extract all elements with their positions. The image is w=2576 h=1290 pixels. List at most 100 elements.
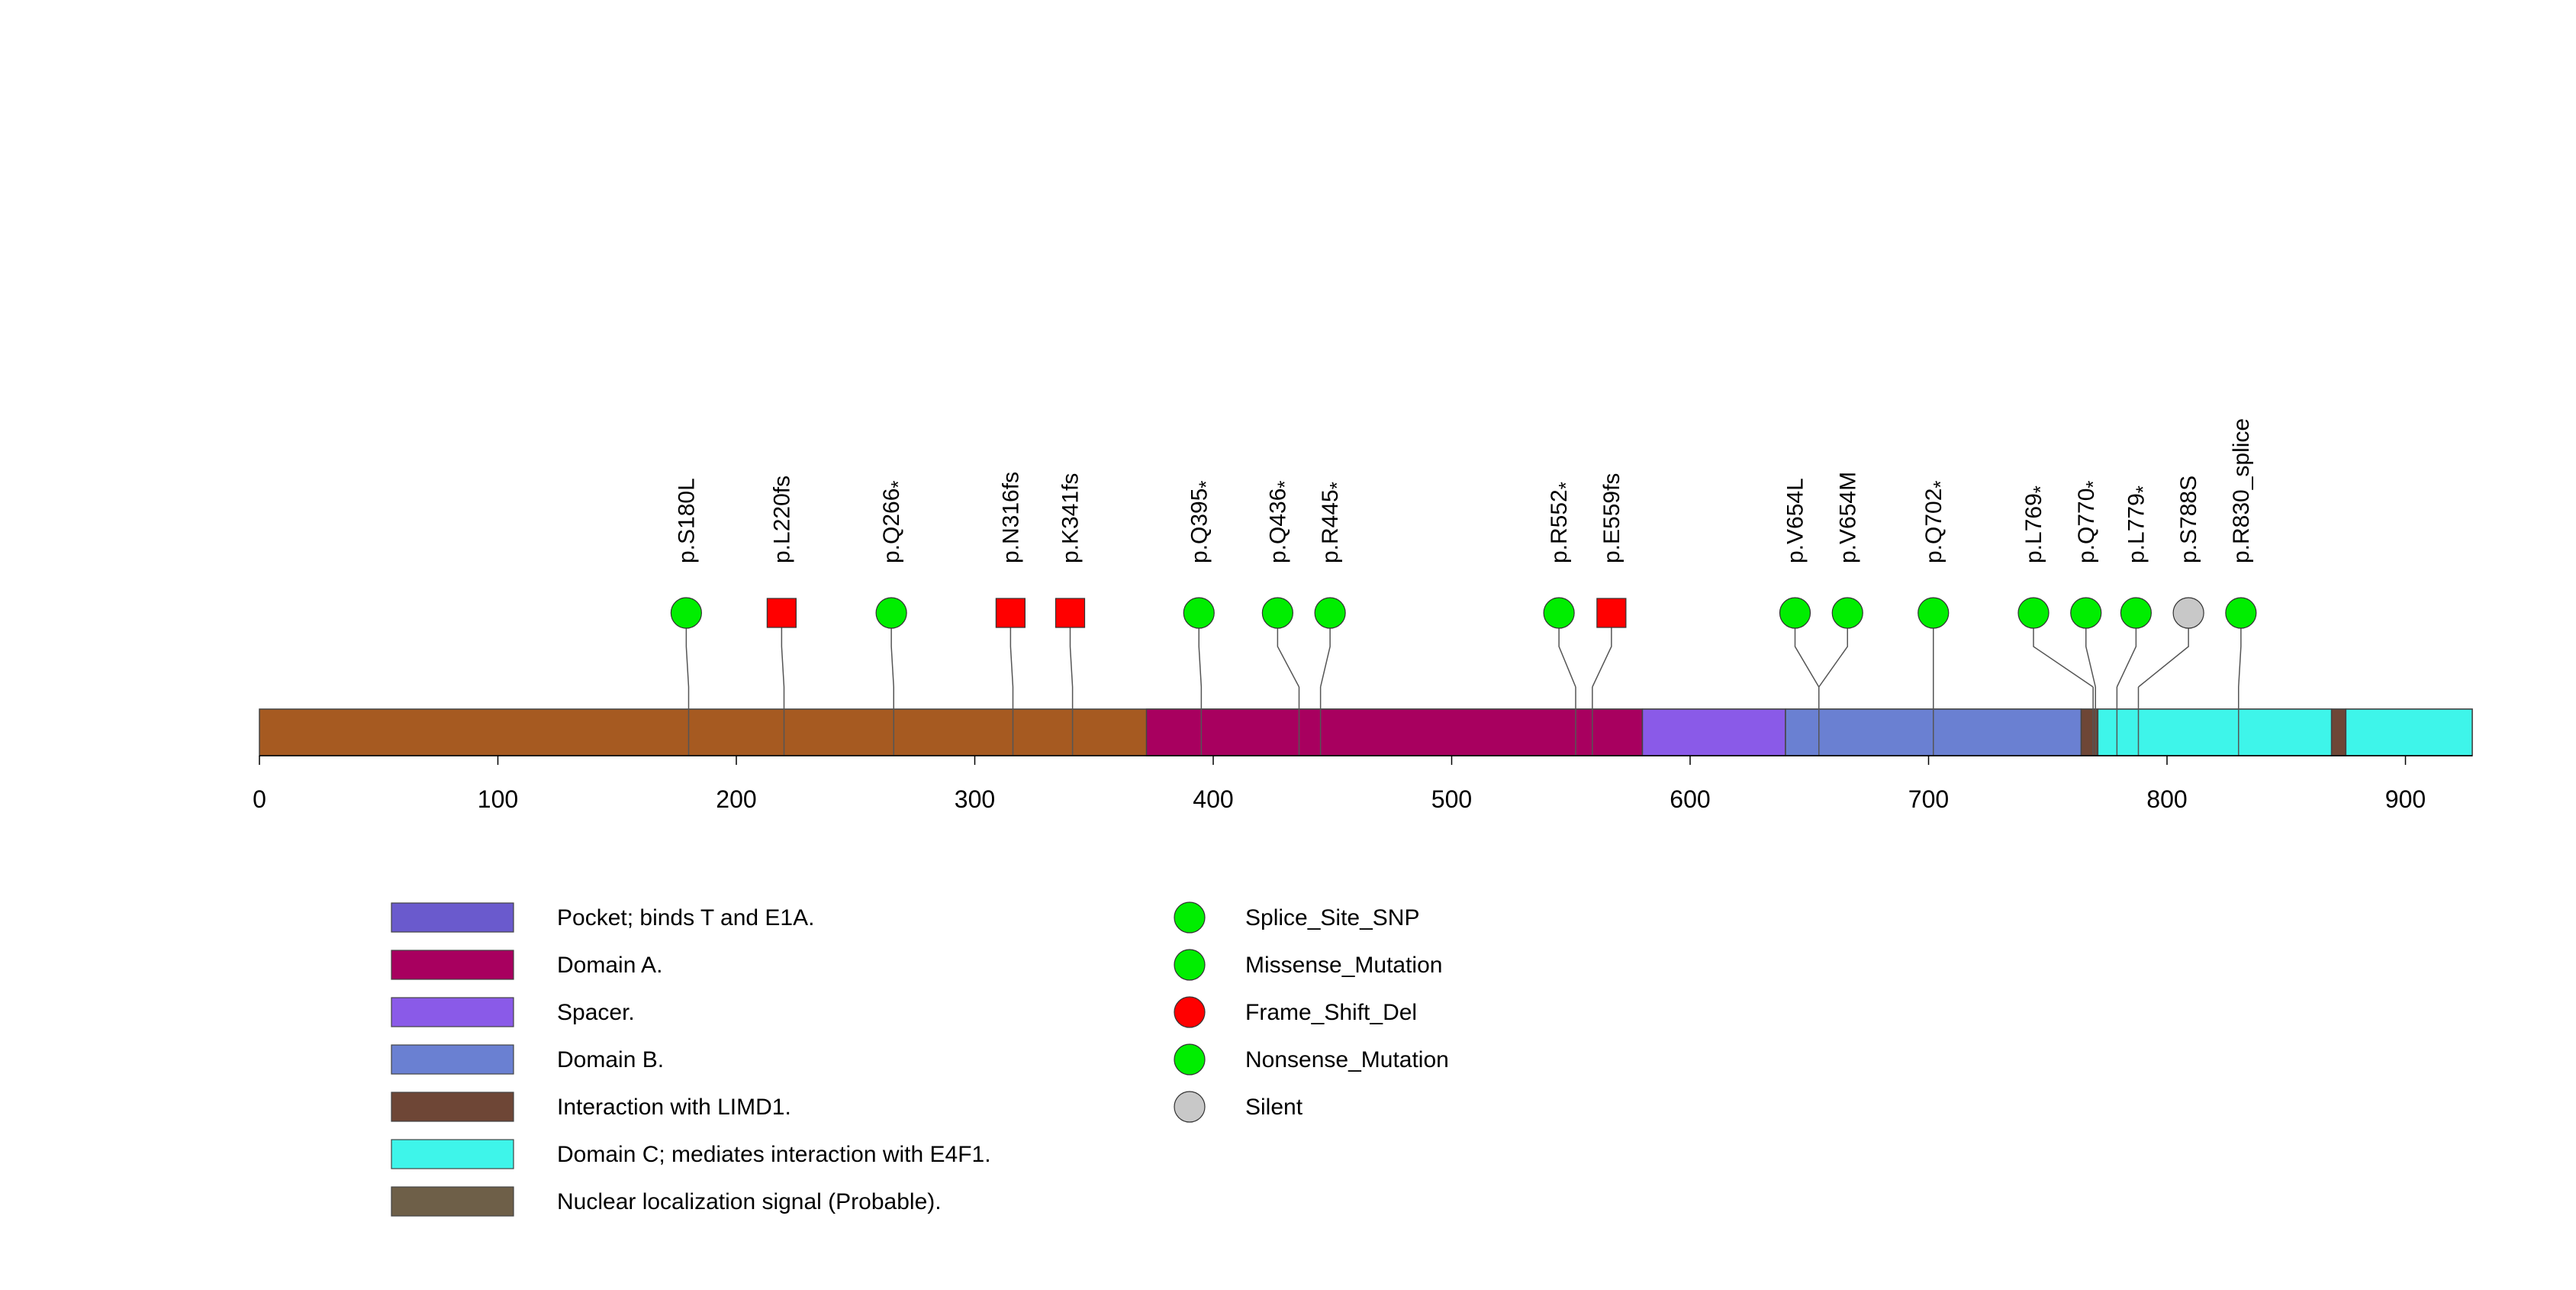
legend-swatch-pocket-binds-t-and-e1a bbox=[391, 902, 514, 933]
legend-swatch-domain-b bbox=[391, 1044, 514, 1075]
tick-label-100: 100 bbox=[478, 785, 518, 813]
label-p-r552: p.R552* bbox=[1547, 482, 1577, 563]
label-text-p-s788s: p.S788S bbox=[2176, 476, 2201, 563]
tick-label-300: 300 bbox=[955, 785, 995, 813]
marker-p-l769 bbox=[2017, 597, 2050, 629]
domain-domain-c-mediates-interaction-with-e4f1-4 bbox=[2097, 708, 2333, 756]
legend-swatch-spacer bbox=[391, 997, 514, 1027]
label-p-k341fs: p.K341fs bbox=[1058, 473, 1084, 563]
legend-label-missense-mutation: Missense_Mutation bbox=[1245, 953, 1442, 978]
marker-p-n316fs bbox=[995, 598, 1026, 628]
marker-p-l220fs bbox=[766, 598, 797, 628]
label-text-p-l779: p.L779 bbox=[2124, 493, 2149, 563]
legend-marker-splice-site-snp bbox=[1174, 901, 1206, 934]
label-p-s180l: p.S180L bbox=[674, 478, 699, 563]
label-suffix-p-r445: * bbox=[1325, 482, 1348, 489]
mutation-labels-group: p.S180L p.L220fs p.Q266* p.N316fs p.K341fs p.… bbox=[674, 418, 2254, 563]
tick-label-600: 600 bbox=[1670, 785, 1710, 813]
legend-label-domain-b: Domain B. bbox=[557, 1047, 664, 1072]
legend-marker-nonsense-mutation bbox=[1174, 1043, 1206, 1076]
label-suffix-p-q436: * bbox=[1273, 480, 1296, 488]
label-p-s788s: p.S788S bbox=[2176, 476, 2201, 563]
domain-domain-c-mediates-interaction-with-e4f1-6 bbox=[2345, 708, 2473, 756]
marker-p-k341fs bbox=[1055, 598, 1086, 628]
label-text-p-e559fs: p.E559fs bbox=[1599, 473, 1624, 563]
marker-p-q436 bbox=[1261, 597, 1293, 629]
marker-p-q395 bbox=[1183, 597, 1215, 629]
label-p-q702: p.Q702* bbox=[1921, 480, 1952, 563]
label-p-q395: p.Q395* bbox=[1187, 480, 1217, 563]
label-text-p-v654l: p.V654L bbox=[1783, 478, 1808, 563]
marker-p-q266 bbox=[875, 597, 907, 629]
protein-backbone-group bbox=[259, 708, 2473, 756]
label-text-p-q436: p.Q436 bbox=[1265, 489, 1290, 563]
domain-legend: Pocket; binds T and E1A. Domain A. Spacer.… bbox=[391, 902, 991, 1217]
domain-domain-a-0 bbox=[1145, 708, 1644, 756]
marker-p-s180l bbox=[670, 597, 702, 629]
tick-label-700: 700 bbox=[1908, 785, 1949, 813]
legend-swatch-domain-c-mediates-interaction-with-e4f1 bbox=[391, 1139, 514, 1169]
legend-label-nuclear-localization-signal-probable: Nuclear localization signal (Probable). bbox=[557, 1189, 942, 1214]
label-text-p-s180l: p.S180L bbox=[674, 478, 699, 563]
mutation-type-legend: Splice_Site_SNP Missense_Mutation Frame_Sh… bbox=[1174, 901, 1449, 1123]
label-text-p-n316fs: p.N316fs bbox=[998, 472, 1023, 563]
domain-spacer-1 bbox=[1641, 708, 1786, 756]
marker-p-v654m bbox=[1831, 597, 1863, 629]
marker-p-s788s bbox=[2172, 597, 2204, 629]
legend-label-interaction-with-limd1: Interaction with LIMD1. bbox=[557, 1095, 791, 1120]
label-suffix-p-l769: * bbox=[2029, 485, 2052, 493]
label-text-p-q395: p.Q395 bbox=[1187, 489, 1212, 563]
label-p-e559fs: p.E559fs bbox=[1599, 473, 1624, 563]
legend-label-domain-a: Domain A. bbox=[557, 953, 662, 978]
legend-label-splice-site-snp: Splice_Site_SNP bbox=[1245, 905, 1419, 930]
tick-label-500: 500 bbox=[1431, 785, 1472, 813]
domain-nuclear-localization-signal-probable-5 bbox=[2330, 708, 2347, 756]
legend-swatch-nuclear-localization-signal-probable bbox=[391, 1186, 514, 1217]
marker-p-q770 bbox=[2070, 597, 2102, 629]
label-p-l769: p.L769* bbox=[2021, 485, 2052, 563]
legend-swatch-interaction-with-limd1 bbox=[391, 1092, 514, 1122]
tick-label-800: 800 bbox=[2146, 785, 2187, 813]
legend-label-domain-c-mediates-interaction-with-e4f1: Domain C; mediates interaction with E4F1… bbox=[557, 1142, 991, 1167]
label-text-p-r445: p.R445 bbox=[1318, 489, 1343, 563]
legend-label-frame-shift-del: Frame_Shift_Del bbox=[1245, 1000, 1417, 1025]
label-p-v654m: p.V654M bbox=[1835, 472, 1860, 563]
label-p-r445: p.R445* bbox=[1318, 482, 1348, 563]
label-text-p-k341fs: p.K341fs bbox=[1058, 473, 1084, 563]
label-text-p-q266: p.Q266 bbox=[879, 489, 904, 563]
tick-label-400: 400 bbox=[1193, 785, 1233, 813]
tick-label-0: 0 bbox=[253, 785, 266, 813]
legend-marker-missense-mutation bbox=[1174, 949, 1206, 981]
label-p-l779: p.L779* bbox=[2124, 485, 2154, 563]
label-p-l220fs: p.L220fs bbox=[769, 476, 794, 563]
label-text-p-q702: p.Q702 bbox=[1921, 489, 1946, 563]
mutation-markers-group bbox=[670, 597, 2257, 629]
label-suffix-p-r552: * bbox=[1554, 482, 1577, 489]
marker-p-r445 bbox=[1314, 597, 1346, 629]
legend-marker-frame-shift-del bbox=[1174, 996, 1206, 1028]
legend-label-silent: Silent bbox=[1245, 1095, 1303, 1120]
label-text-p-l220fs: p.L220fs bbox=[769, 476, 794, 563]
legend-label-spacer: Spacer. bbox=[557, 1000, 635, 1025]
label-text-p-l769: p.L769 bbox=[2021, 493, 2046, 563]
label-p-q266: p.Q266* bbox=[879, 480, 910, 563]
label-text-p-r830-splice: p.R830_splice bbox=[2229, 418, 2254, 563]
x-axis: 0 100 200 300 400 500 600 700 800 900 bbox=[253, 755, 2472, 813]
label-suffix-p-q702: * bbox=[1929, 480, 1952, 488]
marker-p-l779 bbox=[2120, 597, 2152, 629]
label-p-v654l: p.V654L bbox=[1783, 478, 1808, 563]
tick-label-900: 900 bbox=[2385, 785, 2426, 813]
marker-p-r830-splice bbox=[2225, 597, 2257, 629]
label-suffix-p-q395: * bbox=[1194, 480, 1217, 488]
label-suffix-p-l779: * bbox=[2131, 485, 2154, 493]
marker-p-r552 bbox=[1543, 597, 1575, 629]
label-p-n316fs: p.N316fs bbox=[998, 472, 1023, 563]
marker-p-v654l bbox=[1779, 597, 1811, 629]
label-suffix-p-q770: * bbox=[2082, 480, 2104, 488]
label-text-p-r552: p.R552 bbox=[1547, 489, 1572, 563]
label-p-r830-splice: p.R830_splice bbox=[2229, 418, 2254, 563]
legend-label-pocket-binds-t-and-e1a: Pocket; binds T and E1A. bbox=[557, 905, 814, 930]
tick-label-200: 200 bbox=[716, 785, 756, 813]
